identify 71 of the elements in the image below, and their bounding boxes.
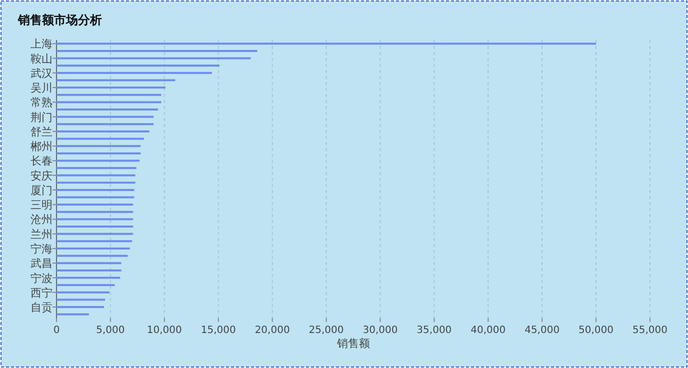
y-tick-label: 兰州 xyxy=(30,228,52,241)
bar xyxy=(56,284,115,286)
bar xyxy=(56,86,166,89)
y-tick-label: 鞍山 xyxy=(30,52,52,66)
x-tick-label: 5,000 xyxy=(96,325,125,336)
bar xyxy=(56,72,212,74)
bar xyxy=(56,116,154,118)
x-tick-label: 25,000 xyxy=(308,325,344,336)
x-tick-label: 45,000 xyxy=(524,325,560,336)
bar xyxy=(56,123,154,126)
bar xyxy=(56,138,144,140)
bar xyxy=(56,313,89,316)
bar xyxy=(56,248,130,250)
bar xyxy=(56,204,134,206)
bar xyxy=(56,160,140,162)
chart-title: 销售额市场分析 xyxy=(17,13,102,27)
bar xyxy=(56,196,134,198)
bar xyxy=(56,254,128,257)
y-tick-label: 荆门 xyxy=(30,110,52,124)
y-tick-label: 安庆 xyxy=(30,169,52,182)
y-tick-label: 宁海 xyxy=(30,242,52,256)
x-tick-label: 30,000 xyxy=(362,325,398,336)
y-tick-label: 吴川 xyxy=(30,82,52,95)
y-tick-label: 上海 xyxy=(30,38,52,51)
x-tick-label: 15,000 xyxy=(200,325,236,336)
bar xyxy=(56,210,134,213)
y-tick-label: 武汉 xyxy=(30,66,52,80)
y-tick-label: 厦门 xyxy=(30,184,52,197)
bar xyxy=(56,182,136,184)
y-tick-label: 西宁 xyxy=(30,286,52,300)
y-tick-label: 常熟 xyxy=(30,96,52,110)
x-tick-label: 35,000 xyxy=(416,325,452,336)
x-axis-title: 销售额 xyxy=(336,337,370,350)
y-tick-label: 郴州 xyxy=(30,140,52,154)
bar xyxy=(56,167,136,170)
y-tick-label: 三明 xyxy=(30,198,52,212)
bar xyxy=(56,152,141,154)
bar xyxy=(56,262,122,264)
bar xyxy=(56,130,150,132)
bar xyxy=(56,101,162,104)
bar xyxy=(56,232,134,235)
bar xyxy=(56,174,136,176)
bar xyxy=(56,42,596,45)
x-tick-label: 55,000 xyxy=(632,325,668,336)
x-tick-label: 0 xyxy=(53,325,60,336)
y-tick-label: 舒兰 xyxy=(30,125,52,138)
bar xyxy=(56,306,104,308)
bar xyxy=(56,188,134,191)
bar xyxy=(56,94,162,96)
y-tick-label: 长春 xyxy=(30,154,52,168)
bar xyxy=(56,50,258,52)
bar xyxy=(56,291,110,294)
x-tick-label: 20,000 xyxy=(254,325,290,336)
bar xyxy=(56,269,122,272)
bar xyxy=(56,108,158,110)
bar xyxy=(56,79,176,82)
y-tick-label: 沧州 xyxy=(30,213,52,226)
bar xyxy=(56,145,141,148)
x-tick-label: 10,000 xyxy=(146,325,182,336)
bar xyxy=(56,226,134,228)
y-tick-label: 武昌 xyxy=(30,257,52,270)
bar xyxy=(56,64,220,67)
bar xyxy=(56,57,251,60)
bar xyxy=(56,298,106,301)
y-tick-label: 宁波 xyxy=(30,272,52,285)
bar xyxy=(56,218,134,220)
bar xyxy=(56,276,120,279)
bar xyxy=(56,240,132,242)
x-tick-label: 50,000 xyxy=(578,325,614,336)
y-tick-label: 自贡 xyxy=(30,301,52,314)
x-tick-label: 40,000 xyxy=(470,325,506,336)
